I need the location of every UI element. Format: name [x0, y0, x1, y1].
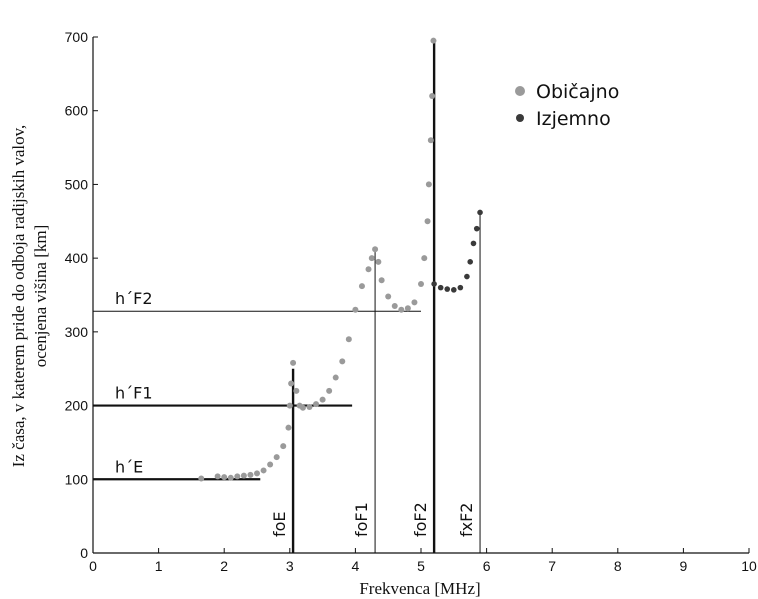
- data-point: [280, 443, 287, 450]
- data-point: [332, 374, 339, 381]
- data-point: [339, 358, 346, 365]
- data-point: [247, 471, 254, 478]
- x-axis-label: Frekvenca [MHz]: [359, 579, 480, 598]
- legend-label-obicajno: Običajno: [536, 81, 619, 103]
- y-axis-label-line-2: ocenjena višina [km]: [31, 225, 50, 368]
- x-tick-label: 6: [483, 558, 491, 574]
- y-tick-label: 200: [65, 398, 89, 414]
- data-point: [365, 266, 372, 273]
- data-point: [273, 454, 280, 461]
- data-point: [290, 359, 297, 366]
- legend-marker-izjemno: [516, 114, 524, 122]
- x-tick-label: 0: [89, 558, 97, 574]
- data-point: [464, 273, 470, 280]
- data-point: [437, 284, 444, 291]
- data-point: [375, 258, 382, 265]
- data-point: [421, 255, 428, 262]
- data-point: [467, 259, 474, 265]
- data-point: [267, 461, 274, 468]
- data-point: [288, 380, 295, 387]
- x-tick-label: 9: [680, 558, 688, 574]
- data-point: [240, 472, 247, 479]
- data-point: [345, 336, 352, 343]
- data-point: [254, 470, 260, 477]
- data-point: [398, 306, 405, 313]
- data-point: [418, 280, 424, 287]
- x-tick-label: 7: [548, 558, 556, 574]
- x-tick-label: 5: [417, 558, 425, 574]
- data-points: [198, 37, 483, 482]
- data-point: [404, 305, 411, 312]
- critical-frequency-label: foF2: [411, 502, 430, 537]
- data-point: [227, 474, 234, 481]
- data-point: [198, 475, 205, 482]
- critical-frequency-label: fxF2: [457, 503, 476, 537]
- legend-label-izjemno: Izjemno: [536, 108, 611, 130]
- data-point: [411, 299, 418, 306]
- data-point: [457, 284, 464, 291]
- data-point: [425, 181, 432, 188]
- data-point: [451, 287, 457, 293]
- critical-frequency-label: foF1: [352, 502, 371, 537]
- x-tick-label: 4: [352, 558, 360, 574]
- x-tick-label: 1: [155, 558, 163, 574]
- y-tick-label: 100: [65, 471, 89, 487]
- data-point: [285, 424, 292, 431]
- data-point: [260, 467, 267, 474]
- data-point: [378, 277, 385, 284]
- data-point: [299, 404, 306, 411]
- data-point: [429, 92, 436, 99]
- x-tick-label: 2: [220, 558, 228, 574]
- data-point: [286, 402, 293, 409]
- y-tick-label: 300: [65, 324, 89, 340]
- data-point: [372, 246, 379, 253]
- data-point: [430, 37, 437, 44]
- data-point: [424, 218, 431, 225]
- legend-marker-obicajno: [515, 86, 525, 96]
- data-point: [293, 387, 300, 394]
- data-point: [326, 387, 333, 394]
- y-tick-label: 600: [65, 103, 89, 119]
- data-point: [444, 286, 451, 292]
- data-point: [368, 255, 375, 262]
- data-point: [431, 281, 437, 287]
- data-point: [391, 303, 398, 310]
- y-tick-label: 0: [80, 545, 88, 561]
- height-label: h´F2: [115, 289, 153, 308]
- critical-frequency-label: foE: [270, 511, 289, 537]
- data-point: [385, 293, 392, 300]
- data-point: [473, 225, 480, 232]
- y-tick-label: 400: [65, 250, 89, 266]
- data-point: [214, 473, 221, 480]
- legend: Običajno Izjemno: [515, 81, 619, 130]
- labels: h´E h´F1 h´F2 foE foF1 foF2 fxF2: [115, 289, 476, 537]
- data-point: [313, 401, 320, 408]
- y-tick-label: 700: [65, 29, 89, 45]
- data-point: [352, 306, 359, 313]
- data-point: [234, 473, 241, 480]
- data-point: [470, 240, 477, 247]
- height-label: h´F1: [115, 384, 153, 403]
- x-tick-label: 8: [614, 558, 622, 574]
- data-point: [306, 404, 313, 411]
- x-tick-label: 10: [741, 558, 757, 574]
- data-point: [221, 474, 228, 481]
- data-point: [319, 396, 326, 403]
- data-point: [477, 209, 483, 216]
- data-point: [358, 283, 365, 290]
- y-tick-label: 500: [65, 176, 89, 192]
- data-point: [427, 137, 434, 144]
- y-axis-label-line-1: Iz časa, v katerem pride do odboja radij…: [9, 125, 28, 468]
- x-tick-label: 3: [286, 558, 294, 574]
- height-label: h´E: [115, 457, 143, 476]
